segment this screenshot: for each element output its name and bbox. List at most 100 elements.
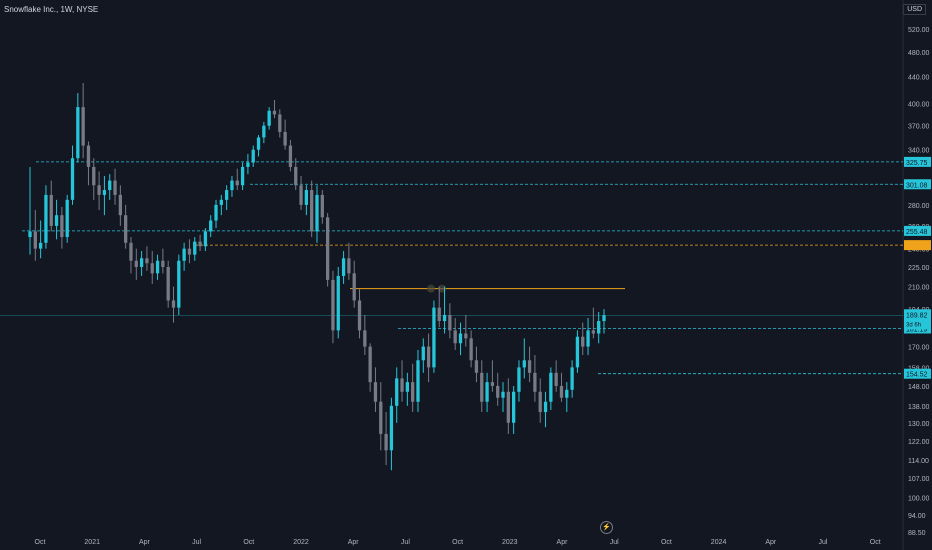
candle-body — [219, 199, 223, 205]
candle-body — [166, 266, 170, 301]
candle-body — [182, 248, 186, 261]
x-tick-label: 2022 — [293, 539, 309, 546]
candle-body — [70, 158, 75, 200]
price-level-tag — [904, 225, 931, 236]
candle-body — [575, 336, 580, 368]
candle-body — [591, 330, 596, 334]
candle-body — [108, 180, 112, 191]
candle-body — [363, 330, 367, 347]
x-tick-label: Oct — [661, 539, 672, 546]
candle-body — [262, 125, 266, 138]
candle-body — [246, 162, 250, 167]
candle-body — [517, 367, 521, 392]
candle-body — [203, 231, 208, 247]
candle-body — [86, 145, 91, 167]
candle-body — [581, 336, 585, 347]
candle-body — [145, 258, 149, 264]
candle-body — [161, 260, 165, 267]
y-tick-label: 370.00 — [908, 124, 930, 131]
y-tick-label: 88.50 — [908, 530, 926, 537]
candle-body — [416, 360, 420, 402]
x-tick-label: Oct — [452, 539, 463, 546]
y-tick-label: 130.00 — [908, 421, 930, 428]
candle-body — [81, 107, 85, 146]
candle-body — [209, 220, 213, 232]
candle-body — [278, 114, 282, 132]
candle-body — [134, 260, 138, 267]
candle-body — [177, 260, 181, 308]
candle-body — [65, 199, 69, 238]
candle-body — [602, 315, 606, 322]
price-level-label: 325.75 — [906, 160, 928, 167]
candle-body — [384, 433, 388, 451]
candle-body — [251, 149, 255, 163]
candle-body — [150, 263, 154, 274]
candle-body — [310, 190, 314, 232]
touch-marker — [438, 284, 446, 293]
x-tick-label: 2023 — [502, 539, 518, 546]
y-tick-label: 170.00 — [908, 345, 930, 352]
x-tick-label: Apr — [557, 539, 569, 546]
x-tick-label: Jul — [192, 539, 201, 546]
price-level-tag — [904, 179, 931, 190]
candle-body — [124, 215, 128, 243]
candle-body — [373, 382, 378, 402]
candle-body — [320, 194, 324, 218]
candle-body — [432, 307, 436, 368]
candle-body — [597, 321, 601, 334]
candle-body — [54, 215, 59, 226]
currency-badge[interactable]: USD — [903, 4, 926, 15]
candle-body — [283, 131, 287, 146]
candle-body — [240, 166, 245, 186]
candle-body — [426, 346, 431, 368]
y-tick-label: 114.00 — [908, 458, 929, 465]
candle-body — [256, 137, 261, 150]
y-tick-label: 138.00 — [908, 404, 930, 411]
x-tick-label: Jul — [401, 539, 410, 546]
chart-title: Snowflake Inc., 1W, NYSE — [4, 5, 99, 14]
x-tick-label: Apr — [139, 539, 151, 546]
candle-body — [38, 242, 43, 249]
x-tick-label: Apr — [765, 539, 777, 546]
candle-body — [421, 346, 425, 361]
candle-body — [400, 378, 404, 392]
x-tick-label: 2024 — [711, 539, 727, 546]
x-tick-label: Oct — [35, 539, 46, 546]
candle-body — [235, 180, 239, 186]
candle-body — [341, 258, 346, 276]
candle-body — [357, 300, 362, 331]
candle-body — [288, 145, 293, 167]
price-level-label: 255.48 — [906, 229, 928, 236]
candle-body — [474, 360, 479, 373]
y-tick-label: 480.00 — [908, 50, 930, 57]
x-tick-label: Oct — [243, 539, 254, 546]
price-level-label: 154.52 — [906, 372, 928, 379]
y-tick-label: 400.00 — [908, 102, 930, 109]
candle-body — [464, 333, 468, 339]
candle-body — [187, 248, 192, 255]
candle-body — [193, 241, 197, 255]
candle-body — [490, 382, 495, 386]
y-tick-label: 440.00 — [908, 74, 930, 81]
y-tick-label: 340.00 — [908, 148, 930, 155]
candle-body — [379, 401, 383, 434]
candle-body — [469, 338, 473, 361]
candle-body — [331, 279, 335, 331]
lightning-icon[interactable]: ⚡ — [600, 521, 613, 534]
candle-body — [33, 231, 37, 249]
candle-body — [118, 194, 122, 216]
candle-body — [272, 110, 277, 115]
candle-body — [522, 360, 526, 368]
y-tick-label: 94.00 — [908, 513, 926, 520]
candle-body — [325, 217, 330, 280]
candle-body — [92, 166, 96, 186]
candle-body — [352, 273, 356, 301]
candle-body — [267, 110, 271, 126]
candle-body — [480, 372, 484, 402]
candle-body — [336, 275, 340, 331]
candle-body — [496, 385, 500, 398]
candle-body — [97, 185, 101, 195]
price-level-tag — [904, 368, 931, 379]
candle-body — [198, 241, 202, 247]
